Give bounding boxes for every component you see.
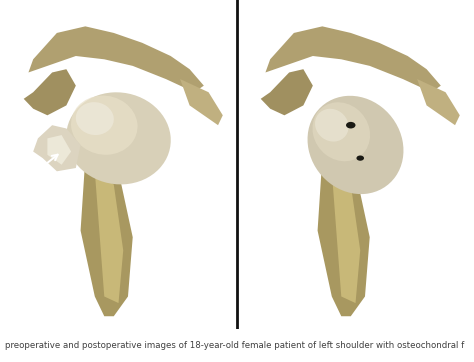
Polygon shape bbox=[332, 171, 360, 303]
Polygon shape bbox=[95, 171, 123, 303]
Ellipse shape bbox=[308, 96, 403, 194]
Polygon shape bbox=[318, 158, 370, 316]
Text: preoperative and postoperative images of 18-year-old female patient of left shou: preoperative and postoperative images of… bbox=[5, 341, 464, 350]
Polygon shape bbox=[265, 26, 441, 92]
Polygon shape bbox=[261, 69, 313, 115]
Polygon shape bbox=[28, 26, 204, 92]
Polygon shape bbox=[33, 125, 81, 171]
Ellipse shape bbox=[66, 92, 171, 184]
Circle shape bbox=[356, 156, 364, 161]
Polygon shape bbox=[24, 69, 76, 115]
Text: A: A bbox=[12, 20, 26, 38]
Polygon shape bbox=[417, 79, 460, 125]
Ellipse shape bbox=[315, 109, 348, 142]
Ellipse shape bbox=[312, 102, 370, 161]
Ellipse shape bbox=[71, 96, 137, 155]
Polygon shape bbox=[81, 158, 133, 316]
Polygon shape bbox=[47, 135, 71, 165]
Circle shape bbox=[346, 122, 356, 129]
Polygon shape bbox=[180, 79, 223, 125]
Ellipse shape bbox=[76, 102, 114, 135]
Text: B: B bbox=[249, 20, 263, 38]
